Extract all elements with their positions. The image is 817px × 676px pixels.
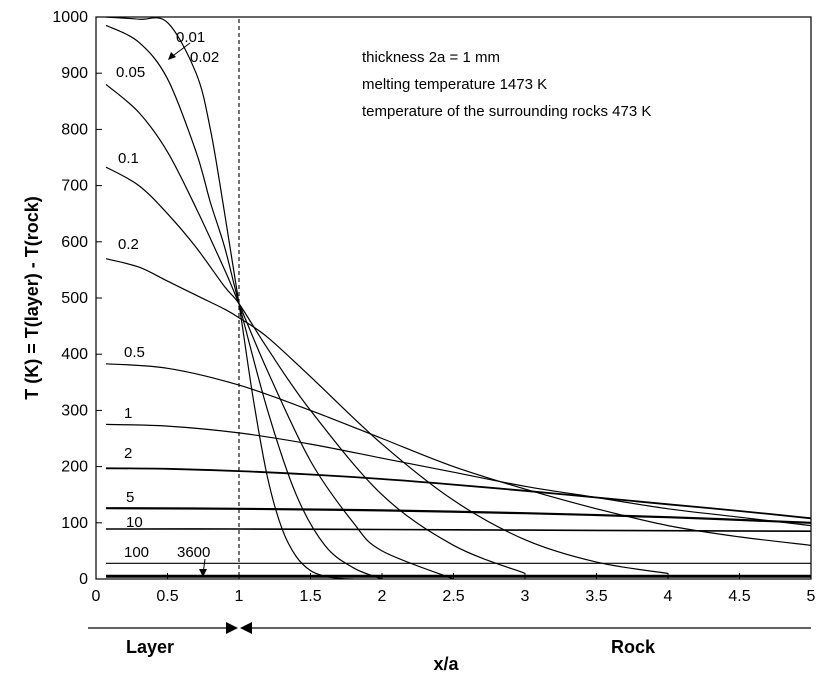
y-axis-title: T (K) = T(layer) - T(rock): [22, 196, 42, 400]
rock-arrowhead: [240, 622, 252, 634]
annotation-melting: melting temperature 1473 K: [362, 76, 547, 93]
x-tick-label: 3: [521, 588, 530, 605]
y-tick-label: 400: [61, 346, 88, 363]
y-tick-label: 700: [61, 178, 88, 195]
curve-label-0-02: 0.02: [190, 49, 219, 66]
x-tick-label: 4: [664, 588, 673, 605]
curve-t-10: [105, 528, 811, 532]
curve-label-10: 10: [126, 514, 143, 531]
y-tick-label: 800: [61, 121, 88, 138]
x-tick-label: 3.5: [585, 588, 607, 605]
curve-t-0-2: [105, 258, 669, 574]
curve-label-5: 5: [126, 489, 134, 506]
curve-t-0-1: [105, 166, 526, 574]
curve-label-0-01: 0.01: [176, 29, 205, 46]
curve-label-0-1: 0.1: [118, 150, 139, 167]
y-tick-label: 100: [61, 515, 88, 532]
y-tick-label: 300: [61, 402, 88, 419]
y-tick-label: 200: [61, 459, 88, 476]
curve-labels-group: 0.01 0.02 0.05 0.1 0.2 0.5 1 2 5 10 100 3600: [116, 29, 219, 561]
x-tick-label: 4.5: [728, 588, 750, 605]
curve-label-1: 1: [124, 405, 132, 422]
y-tick-label: 900: [61, 65, 88, 82]
x-axis-title: x/a: [433, 654, 459, 674]
curve-label-0-5: 0.5: [124, 344, 145, 361]
curve-label-0-2: 0.2: [118, 236, 139, 253]
y-tick-label: 1000: [52, 9, 88, 26]
x-tick-label: 0: [92, 588, 101, 605]
annotation-rocks: temperature of the surrounding rocks 473…: [362, 103, 651, 120]
x-tick-label: 2: [378, 588, 387, 605]
y-axis-ticks: 0 100 200 300 400 500 600 700 800 900 1000: [52, 9, 102, 588]
curve-label-100: 100: [124, 544, 149, 561]
annotation-thickness: thickness 2a = 1 mm: [362, 49, 500, 66]
curve-t-0-01: [105, 17, 354, 579]
x-tick-label: 1.5: [299, 588, 321, 605]
curve-t-0-05: [105, 83, 454, 579]
curve-label-0-05: 0.05: [116, 64, 145, 81]
y-tick-label: 0: [79, 571, 88, 588]
curve-t-5: [105, 507, 811, 524]
curves-group: [105, 17, 811, 579]
curve-t-0-02: [105, 24, 383, 579]
layer-arrowhead: [226, 622, 238, 634]
curve-label-2: 2: [124, 445, 132, 462]
x-tick-label: 0.5: [156, 588, 178, 605]
label-arrowhead-3600: [199, 569, 207, 577]
curve-t-1: [105, 423, 811, 527]
y-tick-label: 500: [61, 290, 88, 307]
curve-t-0-5: [105, 363, 811, 546]
curve-label-3600: 3600: [177, 544, 210, 561]
plot-frame: [95, 16, 812, 580]
y-tick-label: 600: [61, 234, 88, 251]
x-tick-label: 2.5: [442, 588, 464, 605]
x-tick-label: 1: [235, 588, 244, 605]
rock-region-label: Rock: [611, 637, 656, 657]
x-tick-label: 5: [807, 588, 816, 605]
x-axis-ticks: 0 0.5 1 1.5 2 2.5 3 3.5 4 4.5 5: [92, 573, 816, 605]
layer-region-label: Layer: [126, 637, 174, 657]
label-arrowhead-0-02: [168, 52, 176, 60]
curve-t-2: [105, 467, 811, 520]
